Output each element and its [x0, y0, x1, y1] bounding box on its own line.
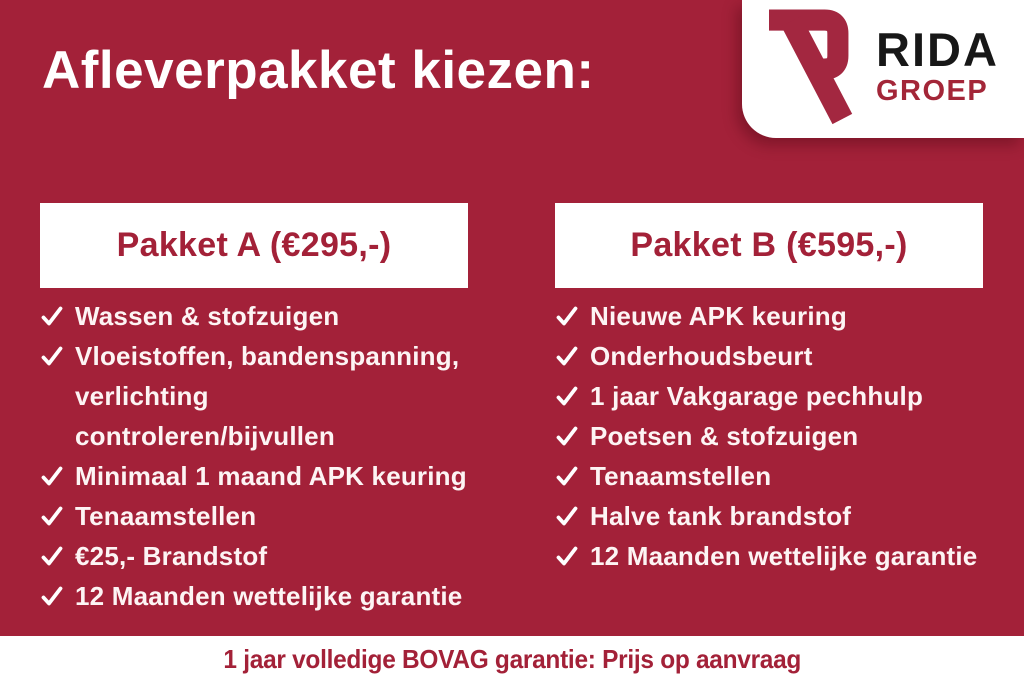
checkmark-icon — [41, 546, 63, 566]
package-b-column: Pakket B (€595,-) Nieuwe APK keuring Ond… — [555, 203, 983, 576]
package-list-item: Tenaamstellen — [40, 496, 468, 536]
package-b-title: Pakket B (€595,-) — [630, 226, 908, 264]
package-item-label: Halve tank brandstof — [590, 501, 852, 531]
checkmark-icon — [41, 466, 63, 486]
package-list-item: Onderhoudsbeurt — [555, 336, 983, 376]
package-item-label: Tenaamstellen — [75, 501, 257, 531]
logo-sub-name: GROEP — [876, 75, 989, 107]
package-a-column: Pakket A (€295,-) Wassen & stofzuigen Vl… — [40, 203, 468, 616]
package-item-label: Nieuwe APK keuring — [590, 301, 847, 331]
package-a-header-box[interactable]: Pakket A (€295,-) — [40, 203, 468, 288]
checkmark-icon — [556, 346, 578, 366]
package-item-label: Wassen & stofzuigen — [75, 301, 340, 331]
logo-text: RIDA GROEP — [876, 26, 999, 106]
footer-banner: 1 jaar volledige BOVAG garantie: Prijs o… — [0, 636, 1024, 682]
package-item-label: Vloeistoffen, bandenspanning, verlichtin… — [75, 341, 460, 451]
checkmark-icon — [556, 546, 578, 566]
package-list-item: €25,- Brandstof — [40, 536, 468, 576]
package-b-feature-list: Nieuwe APK keuring Onderhoudsbeurt 1 jaa… — [555, 296, 983, 576]
package-item-label: Poetsen & stofzuigen — [590, 421, 859, 451]
package-list-item: 12 Maanden wettelijke garantie — [555, 536, 983, 576]
package-list-item: Tenaamstellen — [555, 456, 983, 496]
package-item-label: 1 jaar Vakgarage pechhulp — [590, 381, 924, 411]
package-item-label: Tenaamstellen — [590, 461, 772, 491]
package-item-label: €25,- Brandstof — [75, 541, 268, 571]
package-b-header-box[interactable]: Pakket B (€595,-) — [555, 203, 983, 288]
package-list-item: Nieuwe APK keuring — [555, 296, 983, 336]
package-list-item: Poetsen & stofzuigen — [555, 416, 983, 456]
footer-guarantee-text: 1 jaar volledige BOVAG garantie: Prijs o… — [223, 643, 801, 674]
checkmark-icon — [556, 386, 578, 406]
package-a-feature-list: Wassen & stofzuigen Vloeistoffen, banden… — [40, 296, 468, 616]
checkmark-icon — [41, 586, 63, 606]
checkmark-icon — [556, 426, 578, 446]
package-list-item: 1 jaar Vakgarage pechhulp — [555, 376, 983, 416]
package-list-item: Wassen & stofzuigen — [40, 296, 468, 336]
checkmark-icon — [41, 306, 63, 326]
page-title: Afleverpakket kiezen: — [42, 41, 595, 100]
logo-panel: RIDA GROEP — [742, 0, 1024, 138]
checkmark-icon — [41, 506, 63, 526]
package-item-label: 12 Maanden wettelijke garantie — [590, 541, 978, 571]
logo-brand-name: RIDA — [876, 23, 999, 76]
package-list-item: 12 Maanden wettelijke garantie — [40, 576, 468, 616]
package-list-item: Minimaal 1 maand APK keuring — [40, 456, 468, 496]
checkmark-icon — [556, 466, 578, 486]
checkmark-icon — [556, 506, 578, 526]
package-item-label: Onderhoudsbeurt — [590, 341, 813, 371]
checkmark-icon — [556, 306, 578, 326]
package-a-title: Pakket A (€295,-) — [116, 226, 392, 264]
package-item-label: 12 Maanden wettelijke garantie — [75, 581, 463, 611]
checkmark-icon — [41, 346, 63, 366]
package-list-item: Halve tank brandstof — [555, 496, 983, 536]
rida-r-monogram-icon — [769, 9, 853, 125]
package-list-item: Vloeistoffen, bandenspanning, verlichtin… — [40, 336, 468, 456]
package-item-label: Minimaal 1 maand APK keuring — [75, 461, 467, 491]
